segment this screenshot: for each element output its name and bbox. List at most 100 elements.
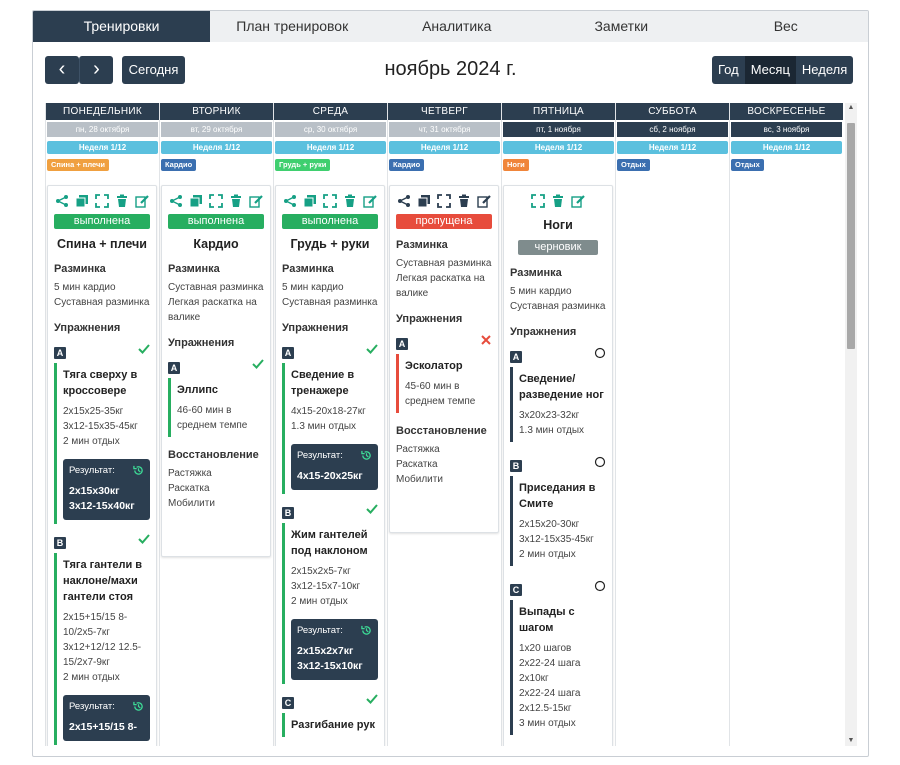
workout-card-wed[interactable]: выполнена Грудь + руки Разминка 5 мин ка…: [275, 185, 385, 746]
exercise-name: Выпады с шагом: [519, 606, 575, 634]
share-icon[interactable]: [169, 194, 183, 208]
prev-month-button[interactable]: ‹: [45, 56, 79, 84]
scrollbar-thumb[interactable]: [847, 123, 855, 349]
day-header: ПЯТНИЦА: [502, 103, 615, 120]
scroll-down-icon[interactable]: ▼: [847, 737, 855, 744]
card-toolbar: [162, 194, 270, 208]
trash-icon[interactable]: [229, 194, 243, 208]
view-month-button[interactable]: Месяц: [744, 56, 796, 84]
exercise-item[interactable]: C Разгибание рук: [282, 693, 384, 737]
tab-workouts[interactable]: Тренировки: [33, 11, 210, 42]
exercise-item[interactable]: A Эллипс 46-60 мин в среднем темпе: [168, 358, 270, 437]
day-header: СРЕДА: [274, 103, 387, 120]
exercise-item[interactable]: A Сведение в тренажере 4x15-20x18-27кг 1.…: [282, 343, 384, 494]
exercise-item[interactable]: A Эсколатор 45-60 мин в среднем темпе: [396, 334, 498, 413]
expand-icon[interactable]: [209, 194, 223, 208]
workout-tag[interactable]: Грудь + руки: [275, 159, 331, 171]
workout-tag[interactable]: Кардио: [389, 159, 425, 171]
warmup-list: Суставная разминка Легкая раскатка на вал…: [168, 282, 264, 323]
circle-icon[interactable]: [594, 347, 606, 359]
history-icon[interactable]: [361, 450, 372, 461]
vertical-scrollbar[interactable]: ▲ ▼: [845, 103, 857, 746]
day-header: ВОСКРЕСЕНЬЕ: [730, 103, 843, 120]
day-date: ср, 30 октября: [275, 122, 386, 137]
history-icon[interactable]: [133, 465, 144, 476]
share-icon[interactable]: [283, 194, 297, 208]
workout-card-thu[interactable]: пропущена Разминка Суставная разминка Лег…: [389, 185, 499, 533]
workout-name: Ноги: [543, 218, 573, 232]
exercise-name: Сведение в тренажере: [291, 369, 355, 397]
week-badge: Неделя 1/12: [47, 141, 158, 154]
status-badge: выполнена: [54, 214, 150, 229]
trash-icon[interactable]: [115, 194, 129, 208]
exercise-item[interactable]: B Приседания в Смите 2x15x20-30кг 3x12-15…: [510, 456, 612, 566]
edit-icon[interactable]: [477, 194, 491, 208]
result-values: 4x15-20x25кг: [297, 470, 363, 482]
workout-tag[interactable]: Спина + плечи: [47, 159, 109, 171]
expand-icon[interactable]: [95, 194, 109, 208]
workout-card-mon[interactable]: выполнена Спина + плечи Разминка 5 мин к…: [47, 185, 157, 746]
exercise-item[interactable]: A Сведение/ разведение ног 3x20x23-32кг 1…: [510, 347, 612, 442]
result-label: Результат:: [297, 625, 343, 636]
tab-weight[interactable]: Вес: [773, 18, 798, 34]
share-icon[interactable]: [55, 194, 69, 208]
check-icon: [138, 344, 150, 354]
history-icon[interactable]: [133, 701, 144, 712]
tab-plan[interactable]: План тренировок: [236, 18, 349, 34]
circle-icon[interactable]: [594, 580, 606, 592]
result-label: Результат:: [297, 450, 343, 461]
card-toolbar: [276, 194, 384, 208]
expand-icon[interactable]: [323, 194, 337, 208]
circle-icon[interactable]: [594, 456, 606, 468]
exercise-details: 2x15x25-35кг 3x12-15x35-45кг 2 мин отдых: [63, 406, 138, 447]
workout-card-tue[interactable]: выполнена Кардио Разминка Суставная разм…: [161, 185, 271, 557]
share-icon[interactable]: [397, 194, 411, 208]
edit-icon[interactable]: [249, 194, 263, 208]
copy-icon[interactable]: [189, 194, 203, 208]
exercise-item[interactable]: A Тяга сверху в кроссовере 2x15x25-35кг 3…: [54, 343, 156, 524]
tab-notes[interactable]: Заметки: [594, 18, 649, 34]
exercise-letter: B: [282, 507, 294, 519]
next-month-button[interactable]: ›: [79, 56, 113, 84]
copy-icon[interactable]: [303, 194, 317, 208]
day-column-tue: ВТОРНИК вт, 29 октября Неделя 1/12 Карди…: [159, 103, 273, 746]
scroll-up-icon[interactable]: ▲: [847, 104, 855, 111]
workout-tag[interactable]: Кардио: [161, 159, 197, 171]
edit-icon[interactable]: [363, 194, 377, 208]
exercise-letter: A: [282, 347, 294, 359]
edit-icon[interactable]: [571, 194, 585, 208]
workout-tag[interactable]: Ноги: [503, 159, 529, 171]
edit-icon[interactable]: [135, 194, 149, 208]
exercises-heading: Упражнения: [54, 322, 121, 334]
exercise-item[interactable]: C Выпады с шагом 1x20 шагов 2x22-24 шага 2…: [510, 580, 612, 735]
exercise-name: Сведение/ разведение ног: [519, 373, 604, 401]
day-date: вс, 3 ноября: [731, 122, 842, 137]
view-year-button[interactable]: Год: [712, 56, 745, 84]
exercise-item[interactable]: B Жим гантелей под наклоном 2x15x2x5-7кг…: [282, 503, 384, 684]
rest-tag[interactable]: Отдых: [731, 159, 764, 171]
workout-card-fri[interactable]: Ноги черновик Разминка 5 мин кардио Суста…: [503, 185, 613, 746]
result-box[interactable]: Результат: 2x15+15/15 8-: [63, 695, 150, 741]
result-box[interactable]: Результат: 2x15x2x7кг 3x12-15x10кг: [291, 619, 378, 680]
recovery-heading: Восстановление: [396, 425, 487, 437]
exercise-details: 2x15x20-30кг 3x12-15x35-45кг 2 мин отдых: [519, 519, 594, 560]
week-badge: Неделя 1/12: [617, 141, 728, 154]
copy-icon[interactable]: [75, 194, 89, 208]
trash-icon[interactable]: [457, 194, 471, 208]
result-box[interactable]: Результат: 4x15-20x25кг: [291, 444, 378, 490]
rest-tag[interactable]: Отдых: [617, 159, 650, 171]
history-icon[interactable]: [361, 625, 372, 636]
today-button[interactable]: Сегодня: [122, 56, 185, 84]
expand-icon[interactable]: [437, 194, 451, 208]
result-box[interactable]: Результат: 2x15x30кг 3x12-15x40кг: [63, 459, 150, 520]
day-date: пн, 28 октября: [47, 122, 158, 137]
workout-name: Спина + плечи: [57, 237, 147, 251]
copy-icon[interactable]: [417, 194, 431, 208]
exercise-item[interactable]: B Тяга гантели в наклоне/махи гантели ст…: [54, 533, 156, 745]
tab-analytics[interactable]: Аналитика: [422, 18, 492, 34]
view-week-button[interactable]: Неделя: [795, 56, 854, 84]
trash-icon[interactable]: [551, 194, 565, 208]
expand-icon[interactable]: [531, 194, 545, 208]
exercise-name: Тяга сверху в кроссовере: [63, 369, 138, 397]
trash-icon[interactable]: [343, 194, 357, 208]
